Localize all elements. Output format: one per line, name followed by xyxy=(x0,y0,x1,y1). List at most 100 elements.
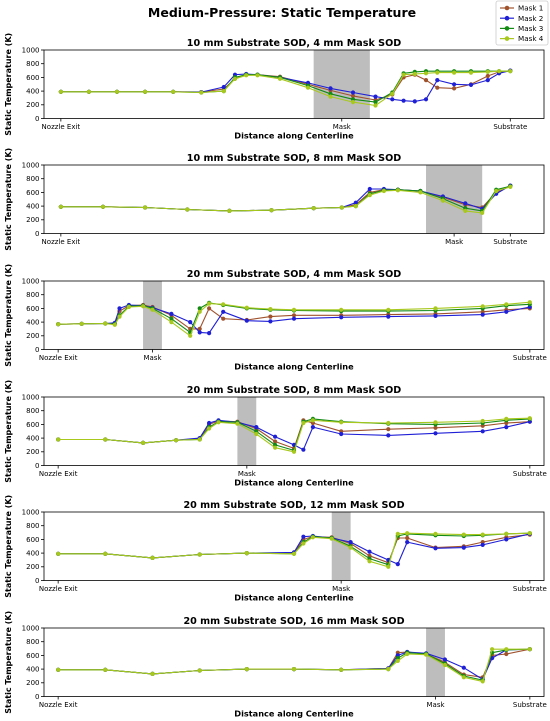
data-point xyxy=(367,559,372,564)
series-line xyxy=(58,534,530,564)
data-point xyxy=(244,73,249,78)
data-point xyxy=(103,667,108,672)
data-point xyxy=(305,85,311,90)
data-point xyxy=(56,437,61,442)
y-tick-label: 400 xyxy=(26,435,39,443)
y-axis-label: Static Temperature (K) xyxy=(4,495,13,598)
data-point xyxy=(480,679,485,684)
chart-title: 10 mm Substrate SOD, 4 mm Mask SOD xyxy=(187,38,401,49)
data-point xyxy=(490,647,495,652)
plot-frame xyxy=(43,627,545,697)
chart-panel: 20 mm Substrate SOD, 8 mm Mask SOD 0 200 40… xyxy=(4,380,547,488)
data-point xyxy=(367,186,372,192)
x-tick-label: Mask xyxy=(238,470,257,478)
x-tick-label: Substrate xyxy=(513,354,547,362)
x-tick-label: Nozzle Exit xyxy=(39,470,78,478)
data-point xyxy=(117,306,122,311)
data-point xyxy=(386,427,391,432)
data-point xyxy=(527,531,532,536)
data-point xyxy=(339,420,344,425)
y-axis-label: Static Temperature (K) xyxy=(4,148,13,251)
data-point xyxy=(197,309,202,314)
x-tick-label: Mask xyxy=(445,238,464,246)
data-point xyxy=(463,208,468,213)
data-point xyxy=(310,425,315,430)
data-point xyxy=(56,322,61,327)
data-point xyxy=(452,82,457,87)
data-point xyxy=(103,551,108,556)
x-tick-label: Nozzle Exit xyxy=(39,701,78,709)
x-axis-label: Distance along Centerline xyxy=(234,131,354,141)
data-point xyxy=(381,188,386,194)
mask-band xyxy=(313,50,370,119)
series-mask-3 xyxy=(56,647,532,683)
y-tick-label: 1000 xyxy=(22,161,40,169)
data-point xyxy=(86,89,91,94)
data-point xyxy=(405,540,410,545)
chart-panels: 10 mm Substrate SOD, 4 mm Mask SOD 0 200 40… xyxy=(4,33,547,719)
legend-label: Mask 4 xyxy=(518,34,544,43)
data-point xyxy=(268,314,273,319)
data-point xyxy=(395,658,400,664)
series-line xyxy=(58,304,530,334)
legend-marker xyxy=(504,15,510,21)
data-point xyxy=(56,667,61,672)
data-point xyxy=(386,314,391,319)
chart-panel: 10 mm Substrate SOD, 4 mm Mask SOD 0 200 40… xyxy=(4,33,545,141)
data-point xyxy=(291,667,297,672)
data-point xyxy=(301,447,306,452)
data-point xyxy=(435,78,440,83)
chart-title: 20 mm Substrate SOD, 4 mm Mask SOD xyxy=(187,269,401,280)
data-point xyxy=(433,531,438,537)
data-point xyxy=(207,426,212,431)
data-point xyxy=(207,331,212,336)
y-tick-label: 0 xyxy=(35,693,39,701)
data-point xyxy=(527,647,532,652)
data-point xyxy=(291,313,297,318)
x-axis-label: Distance along Centerline xyxy=(234,362,354,372)
data-point xyxy=(235,421,240,426)
data-point xyxy=(169,320,174,325)
data-point xyxy=(373,94,378,99)
chart-panel: 20 mm Substrate SOD, 12 mm Mask SOD 0 200 4… xyxy=(4,495,547,603)
data-point xyxy=(150,307,155,312)
series-mask-4 xyxy=(56,531,532,569)
data-point xyxy=(386,433,391,438)
series-line xyxy=(58,648,530,681)
x-tick-label: Substrate xyxy=(513,470,547,478)
data-point xyxy=(207,301,212,306)
data-point xyxy=(273,439,278,444)
data-point xyxy=(273,434,278,439)
data-point xyxy=(216,420,221,425)
data-point xyxy=(504,425,509,430)
data-point xyxy=(197,306,202,311)
series-line xyxy=(58,301,530,337)
data-point xyxy=(328,86,333,91)
chart-panel: 10 mm Substrate SOD, 8 mm Mask SOD 0 200 40… xyxy=(4,148,545,251)
legend-label: Mask 3 xyxy=(518,24,543,33)
data-point xyxy=(494,188,499,194)
data-point xyxy=(480,418,485,424)
data-point xyxy=(527,416,532,421)
x-tick-label: Mask xyxy=(332,585,351,593)
data-point xyxy=(433,431,438,436)
data-point xyxy=(301,534,306,539)
chart-title: 20 mm Substrate SOD, 16 mm Mask SOD xyxy=(183,616,404,627)
data-point xyxy=(497,69,502,74)
data-point xyxy=(433,313,438,318)
data-point xyxy=(390,91,395,96)
y-tick-label: 800 xyxy=(26,291,39,299)
data-point xyxy=(117,314,122,319)
y-axis-label: Static Temperature (K) xyxy=(4,33,13,136)
legend-label: Mask 1 xyxy=(518,4,543,13)
data-point xyxy=(418,190,423,195)
y-tick-label: 400 xyxy=(26,550,39,558)
x-tick-label: Mask xyxy=(426,701,445,709)
data-point xyxy=(433,306,438,311)
series-mask-2 xyxy=(56,647,532,682)
legend-marker xyxy=(504,36,510,41)
y-tick-label: 400 xyxy=(26,203,39,211)
data-point xyxy=(461,675,466,680)
data-point xyxy=(405,651,410,657)
